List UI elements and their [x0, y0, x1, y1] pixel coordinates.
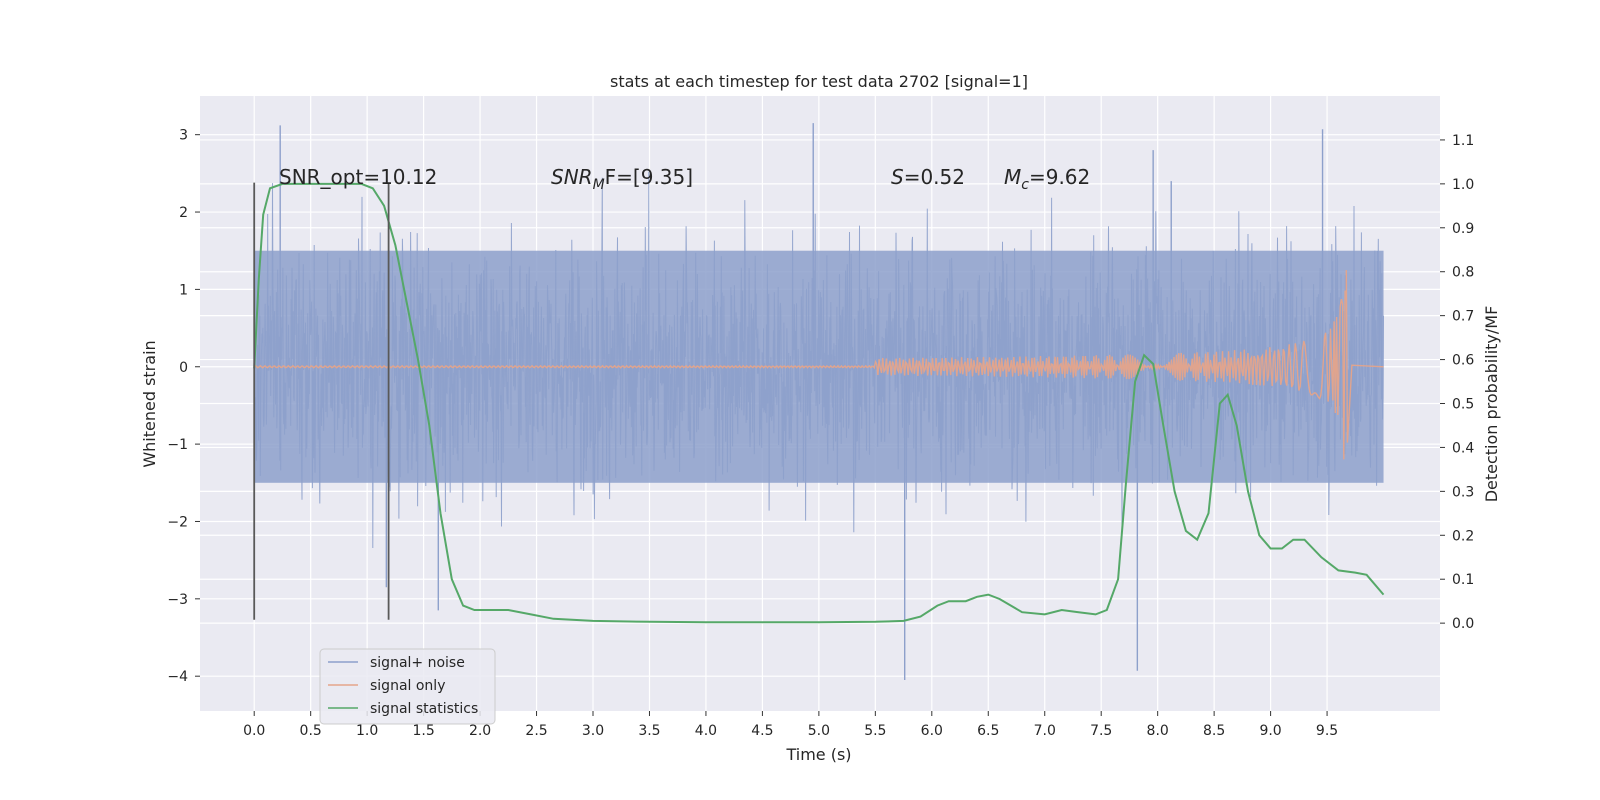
s-symbol: S	[891, 165, 904, 189]
series-signal-only	[253, 270, 1384, 460]
legend-label-noise: signal+ noise	[370, 655, 465, 671]
series-layer	[253, 123, 1385, 681]
mc-value: =9.62	[1029, 165, 1090, 189]
y2-tick-label: 0.1	[1452, 572, 1474, 588]
y2-tick-label: 0.5	[1452, 397, 1474, 413]
y2-axis-label: Detection probability/MF	[1482, 306, 1501, 503]
x-tick-label: 2.0	[469, 723, 491, 739]
y-tick-label: −1	[167, 437, 188, 453]
x-tick-label: 3.5	[638, 723, 660, 739]
y2-tick-label: 0.7	[1452, 309, 1474, 325]
annotation-mc: Mc=9.62	[1004, 165, 1090, 193]
y-tick-label: −4	[167, 669, 188, 685]
x-tick-label: 8.5	[1203, 723, 1225, 739]
x-tick-label: 4.0	[695, 723, 717, 739]
y-tick-label: −2	[167, 514, 188, 530]
y2-tick-label: 0.4	[1452, 440, 1474, 456]
x-tick-label: 1.5	[412, 723, 434, 739]
series-signal-statistics	[253, 182, 1385, 624]
x-axis-label: Time (s)	[785, 745, 851, 764]
series-signal-noise	[253, 171, 1384, 549]
y2-tick-label: 1.0	[1452, 177, 1474, 193]
y2-tick-label: 0.0	[1452, 616, 1474, 632]
x-tick-label: 0.5	[300, 723, 322, 739]
x-tick-label: 8.0	[1147, 723, 1169, 739]
y-tick-label: −3	[167, 592, 188, 608]
y-tick-label: 2	[179, 205, 188, 221]
y-tick-label: 0	[179, 360, 188, 376]
x-tick-label: 2.5	[525, 723, 547, 739]
y2-tick-label: 0.3	[1452, 484, 1474, 500]
legend-label-stats: signal statistics	[370, 701, 478, 717]
annotation-s: S=0.52	[891, 165, 965, 189]
legend-label-signal: signal only	[370, 678, 445, 694]
y-axis-label: Whitened strain	[140, 340, 159, 467]
x-tick-label: 0.0	[243, 723, 265, 739]
annotation-snr-opt: SNR_opt=10.12	[279, 165, 437, 189]
x-tick-label: 5.5	[864, 723, 886, 739]
y2-tick-label: 0.2	[1452, 528, 1474, 544]
mc-symbol: M	[1004, 165, 1021, 189]
annotation-snr-mf: SNRMF=[9.35]	[551, 165, 693, 193]
x-tick-label: 1.0	[356, 723, 378, 739]
snr-mf-prefix: SNR	[551, 165, 593, 189]
mc-subscript: c	[1021, 177, 1029, 193]
x-tick-label: 3.0	[582, 723, 604, 739]
y-axis-ticks: 3 2 1 0 −1 −2 −3 −4	[167, 128, 200, 685]
y2-tick-label: 0.6	[1452, 353, 1474, 369]
x-tick-label: 4.5	[751, 723, 773, 739]
x-tick-label: 7.5	[1090, 723, 1112, 739]
x-tick-label: 7.0	[1034, 723, 1056, 739]
snr-mf-subscript: M	[593, 177, 605, 193]
legend: signal+ noise signal only signal statist…	[319, 648, 496, 725]
x-tick-label: 5.0	[808, 723, 830, 739]
x-tick-label: 6.0	[921, 723, 943, 739]
x-tick-label: 9.0	[1259, 723, 1281, 739]
y-tick-label: 3	[179, 128, 188, 144]
y2-tick-label: 0.8	[1452, 265, 1474, 281]
y2-axis-ticks: 1.1 1.0 0.9 0.8 0.7 0.6 0.5 0.4 0.3 0.2 0.1 0.0	[1440, 133, 1474, 632]
x-axis-ticks: 0.0 0.5 1.0 1.5 2.0 2.5 3.0 3.5 4.0 4.5 5.0 5.5 6.0 6…	[243, 711, 1338, 739]
s-value: =0.52	[904, 165, 965, 189]
vertical-markers	[253, 182, 390, 620]
chart-title: stats at each timestep for test data 270…	[610, 72, 1028, 91]
y2-tick-label: 1.1	[1452, 133, 1474, 149]
snr-mf-value: F=[9.35]	[605, 165, 693, 189]
x-tick-label: 6.5	[977, 723, 999, 739]
legend-box	[319, 648, 496, 725]
y2-tick-label: 0.9	[1452, 221, 1474, 237]
y-tick-label: 1	[179, 282, 188, 298]
x-tick-label: 9.5	[1316, 723, 1338, 739]
